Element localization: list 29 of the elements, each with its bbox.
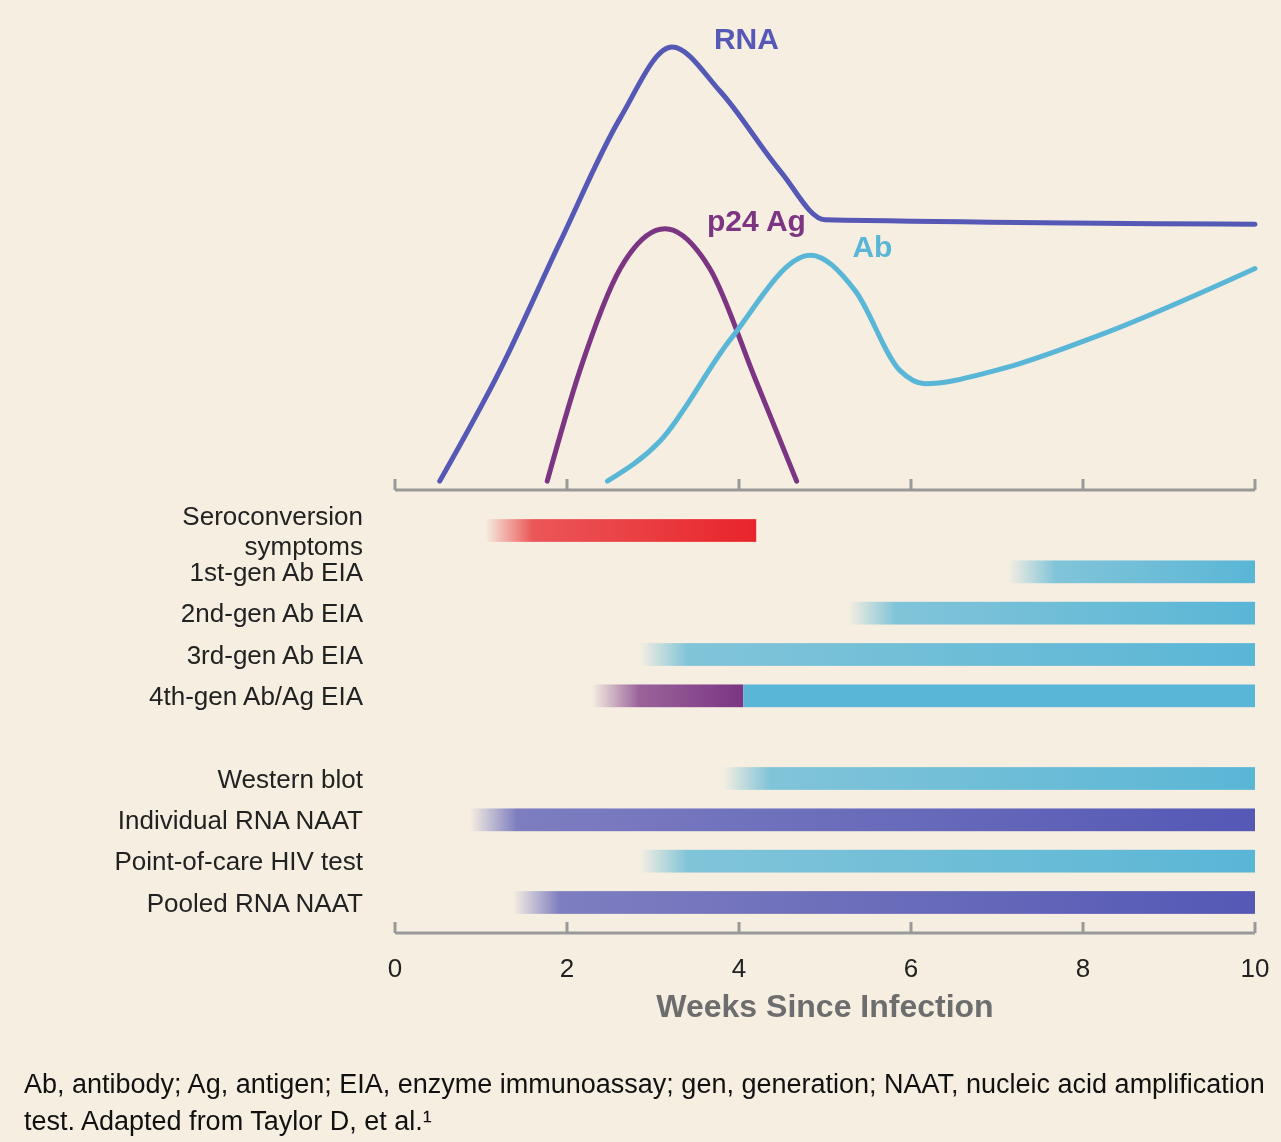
- y-tick-label: Seroconversion symptoms: [182, 500, 363, 561]
- y-tick-label: Pooled RNA NAAT: [146, 887, 364, 918]
- bar: [848, 601, 1255, 625]
- x-tick-label: 0: [387, 953, 403, 983]
- bar: [512, 891, 1255, 914]
- bar: [485, 519, 757, 542]
- y-tick-label: 2nd-gen Ab EIA: [180, 598, 364, 629]
- y-tick-label: Individual RNA NAAT: [117, 804, 364, 835]
- y-tick-label: 3rd-gen Ab EIA: [186, 639, 364, 670]
- bar: [722, 767, 1255, 790]
- series-label: RNA: [713, 22, 779, 55]
- bar: [743, 684, 1255, 708]
- y-tick-label: 4th-gen Ab/Ag EIA: [149, 680, 364, 711]
- bar: [640, 849, 1255, 873]
- x-tick-label: 10: [1240, 953, 1270, 983]
- series-label: p24 Ag: [707, 203, 806, 237]
- x-tick-label: 2: [559, 953, 575, 983]
- x-axis-title: Weeks Since Infection: [656, 988, 994, 1024]
- x-tick-label: 8: [1075, 953, 1091, 983]
- y-tick-label: Point-of-care HIV test: [114, 846, 364, 877]
- bar: [1008, 560, 1255, 584]
- x-tick-label: 6: [903, 953, 919, 983]
- y-tick-label: Western blot: [217, 763, 364, 794]
- bar: [640, 643, 1255, 666]
- bar: [591, 684, 744, 708]
- bar: [469, 808, 1255, 832]
- series-label: Ab: [852, 230, 893, 264]
- text: Ab, antibody; Ag, antigen; EIA, enzyme immunoassay; gen, generation; NAAT, nucleic acid amplification test. Adapted from Taylor D, et al.¹: [24, 1068, 1266, 1138]
- x-tick-label: 4: [731, 953, 747, 983]
